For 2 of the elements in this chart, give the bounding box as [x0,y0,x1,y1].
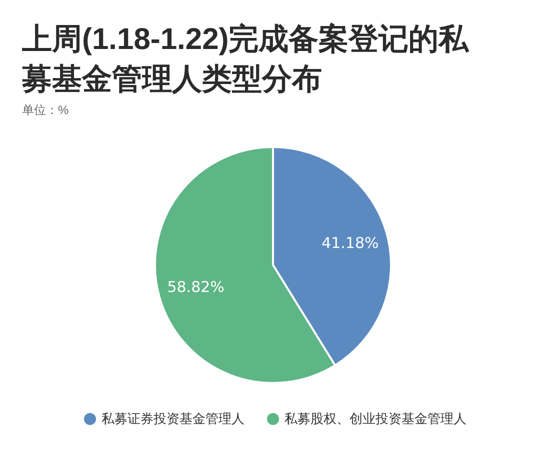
subtitle: 单位：% [22,102,69,119]
title: 上周(1.18-1.22)完成备案登记的私募基金管理人类型分布 [22,22,470,98]
